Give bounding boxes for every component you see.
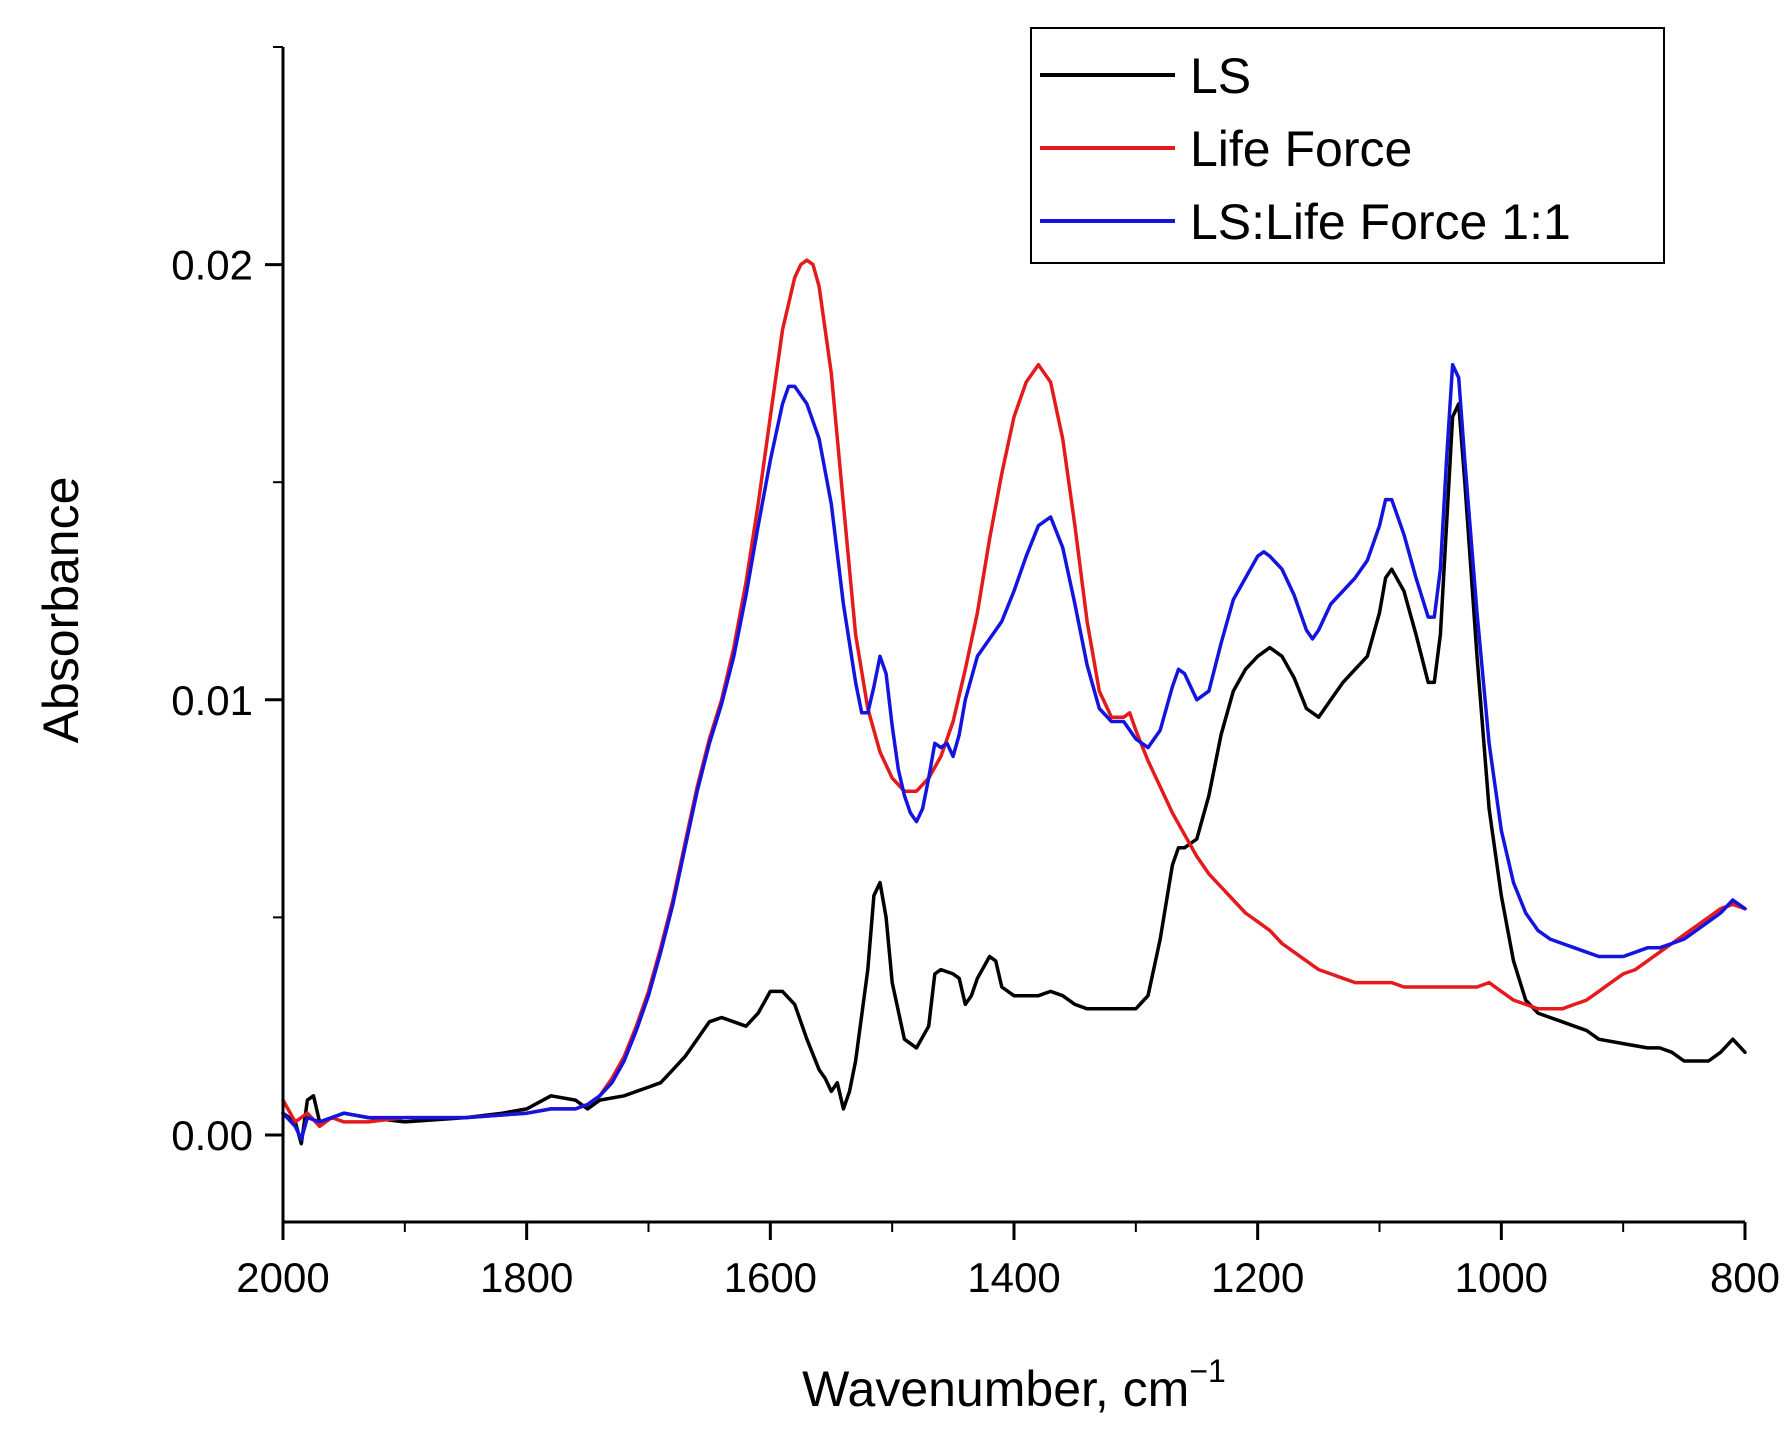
- labels-layer: 2000 1800 1600 1400 1200 1000 800 0.00 0.01 0.02: [171, 242, 1780, 1301]
- x-tick-label: 1400: [967, 1254, 1060, 1301]
- series-line-1: [281, 402, 1747, 1146]
- legend-box: [1030, 27, 1665, 264]
- series-layer: [281, 258, 1747, 1146]
- ticks-layer: [265, 46, 1747, 1240]
- x-tick-label: 1600: [724, 1254, 817, 1301]
- legend-label-1: LS: [1190, 48, 1251, 104]
- x-tick-label: 1000: [1455, 1254, 1548, 1301]
- series-line-3: [281, 362, 1747, 1142]
- y-tick-label: 0.01: [171, 677, 253, 724]
- y-tick-label: 0.00: [171, 1112, 253, 1159]
- x-tick-label: 1200: [1211, 1254, 1304, 1301]
- x-axis-title-superscript: −1: [1189, 1353, 1225, 1389]
- legend-label-3: LS:Life Force 1:1: [1190, 194, 1571, 250]
- x-axis-title: Wavenumber, cm−1: [802, 1353, 1226, 1417]
- x-axis-title-text: Wavenumber, cm: [802, 1361, 1189, 1417]
- y-axis-title: Absorbance: [33, 477, 89, 744]
- x-tick-label: 1800: [480, 1254, 573, 1301]
- y-tick-label: 0.02: [171, 242, 253, 289]
- x-tick-label: 2000: [236, 1254, 329, 1301]
- legend-label-2: Life Force: [1190, 121, 1412, 177]
- x-tick-label: 800: [1710, 1254, 1780, 1301]
- legend: LS Life Force LS:Life Force 1:1: [1030, 27, 1665, 264]
